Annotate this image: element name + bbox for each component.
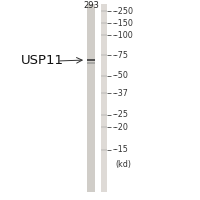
Bar [101, 114, 107, 116]
Bar [101, 10, 107, 12]
Text: USP11: USP11 [21, 54, 64, 68]
Text: --75: --75 [113, 50, 129, 60]
Bar [87, 59, 95, 61]
Text: --25: --25 [113, 110, 129, 119]
Bar [101, 92, 107, 94]
Bar [101, 4, 107, 192]
Bar [101, 126, 107, 128]
Bar [101, 149, 107, 151]
Text: 293: 293 [83, 1, 99, 10]
Bar [87, 62, 95, 64]
Text: --250: --250 [113, 6, 134, 16]
Bar [87, 4, 95, 192]
Text: --15: --15 [113, 146, 129, 154]
Bar [101, 22, 107, 24]
Text: --100: --100 [113, 30, 134, 40]
Text: --20: --20 [113, 122, 129, 132]
Text: --150: --150 [113, 19, 134, 27]
Text: (kd): (kd) [115, 160, 131, 170]
Bar [101, 54, 107, 56]
Text: --37: --37 [113, 88, 129, 98]
Bar [101, 75, 107, 77]
Text: --50: --50 [113, 72, 129, 80]
Bar [101, 34, 107, 36]
